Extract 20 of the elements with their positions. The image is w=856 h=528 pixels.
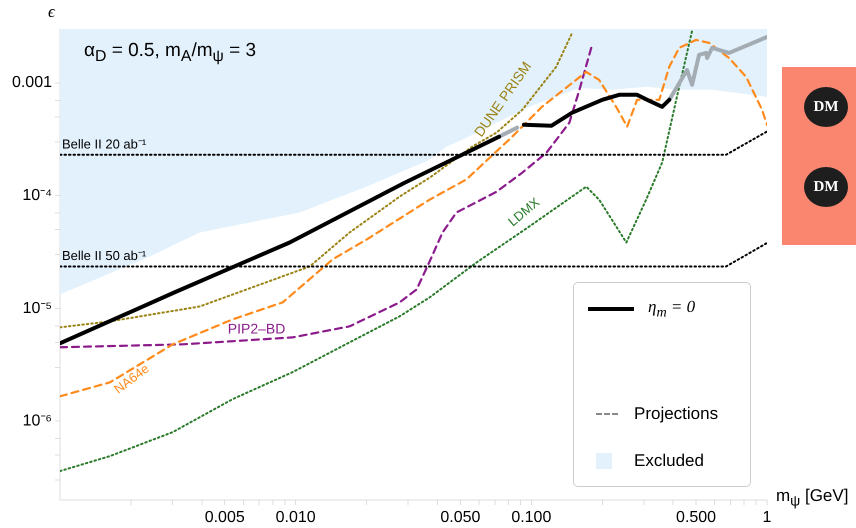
series-label: Belle II 20 ab⁻¹ (62, 136, 147, 152)
x-tick-label: 0.005 (204, 509, 245, 526)
series-label: PIP2–BD (228, 320, 286, 336)
y-tick-label: 0.001 (12, 74, 52, 92)
x-tick-label: 0.050 (440, 509, 481, 526)
x-tick-label: 0.010 (276, 509, 316, 526)
annotation: α$_{D}$ = 0.5, m$_{A}$/m$_{ψ}$ = 3 (84, 40, 256, 66)
x-tick-label: 1 (762, 509, 772, 526)
series-label: Belle II 50 ab⁻¹ (62, 248, 147, 264)
y-tick-label: 10⁻⁶ (22, 412, 52, 430)
y-tick-label: 10⁻⁴ (22, 187, 52, 204)
legend-label: Excluded (634, 451, 704, 471)
legend-label: η$_{m}$ = 0 (648, 297, 696, 322)
annotation: Projections (634, 404, 718, 424)
diagram: DM DM (782, 67, 856, 245)
x-axis-title: m$_{ψ}$ [GeV] (776, 486, 848, 510)
y-axis-title: ϵ (48, 2, 55, 22)
x-tick-label: 0.100 (511, 509, 552, 526)
y-tick-label: 10⁻⁵ (22, 300, 52, 317)
x-tick-label: 0.500 (676, 509, 716, 526)
